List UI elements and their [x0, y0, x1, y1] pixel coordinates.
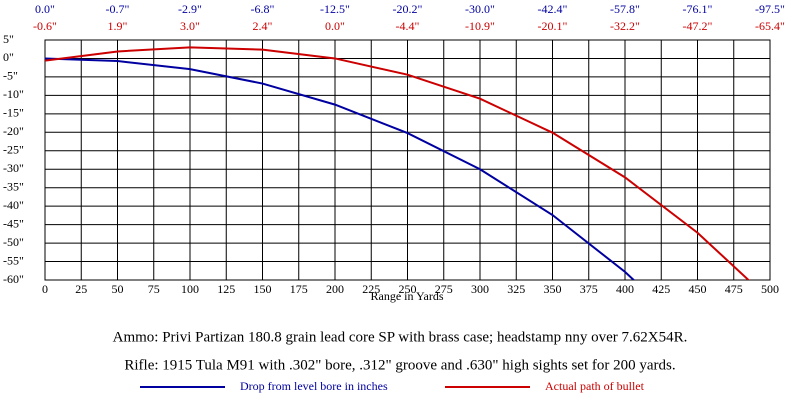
line-series [45, 46, 750, 280]
value-label: -20.1" [538, 19, 568, 33]
y-tick-label: -45" [3, 216, 24, 230]
x-tick-label: 100 [181, 282, 199, 296]
x-tick-label: 150 [254, 282, 272, 296]
x-tick-label: 0 [42, 282, 48, 296]
y-tick-label: -40" [3, 198, 24, 212]
plot-clip [45, 46, 750, 280]
legend-label: Actual path of bullet [545, 379, 645, 393]
x-tick-label: 450 [689, 282, 707, 296]
annotation: Ammo: Privi Partizan 180.8 grain lead co… [113, 329, 688, 345]
value-label: 0.0" [35, 2, 55, 16]
y-tick-label: -25" [3, 143, 24, 157]
value-label: -57.8" [610, 2, 640, 16]
y-tick-label: -55" [3, 253, 24, 267]
x-tick-label: 225 [362, 282, 380, 296]
y-tick-label: -35" [3, 179, 24, 193]
x-tick-label: 275 [435, 282, 453, 296]
y-tick-label: -60" [3, 272, 24, 286]
x-tick-label: 350 [544, 282, 562, 296]
value-label: -47.2" [683, 19, 713, 33]
value-label: 1.9" [108, 19, 128, 33]
value-label: -0.7" [106, 2, 130, 16]
value-label: -76.1" [683, 2, 713, 16]
y-tick-label: -20" [3, 124, 24, 138]
x-tick-label: 175 [290, 282, 308, 296]
value-label: 2.4" [253, 19, 273, 33]
value-label: -32.2" [610, 19, 640, 33]
x-tick-label: 500 [761, 282, 779, 296]
value-label: 0.0" [325, 19, 345, 33]
y-tick-label: 5" [3, 32, 14, 46]
value-label: -20.2" [393, 2, 423, 16]
x-tick-label: 425 [652, 282, 670, 296]
y-tick-label: 0" [3, 50, 14, 64]
legend-label: Drop from level bore in inches [240, 379, 388, 393]
x-tick-label: 400 [616, 282, 634, 296]
y-tick-label: -5" [3, 69, 18, 83]
value-label: -6.8" [251, 2, 275, 16]
x-tick-label: 250 [399, 282, 417, 296]
annotation: Rifle: 1915 Tula M91 with .302" bore, .3… [124, 357, 675, 373]
line-series [45, 57, 636, 280]
x-tick-label: 50 [112, 282, 124, 296]
value-label: -12.5" [320, 2, 350, 16]
value-label: -65.4" [755, 19, 785, 33]
value-label: -4.4" [396, 19, 420, 33]
x-tick-label: 325 [507, 282, 525, 296]
x-tick-label: 375 [580, 282, 598, 296]
y-tick-label: -30" [3, 161, 24, 175]
value-label: -0.6" [33, 19, 57, 33]
value-label: -30.0" [465, 2, 495, 16]
x-tick-label: 125 [217, 282, 235, 296]
y-tick-label: -10" [3, 87, 24, 101]
x-tick-label: 25 [75, 282, 87, 296]
value-label: 3.0" [180, 19, 200, 33]
x-tick-label: 475 [725, 282, 743, 296]
value-label: -97.5" [755, 2, 785, 16]
y-tick-label: -15" [3, 106, 24, 120]
y-tick-label: -50" [3, 235, 24, 249]
value-label: -2.9" [178, 2, 202, 16]
x-axis-label: Range in Yards [370, 289, 443, 303]
value-label: -10.9" [465, 19, 495, 33]
x-tick-label: 75 [148, 282, 160, 296]
value-label: -42.4" [538, 2, 568, 16]
x-tick-label: 200 [326, 282, 344, 296]
x-tick-label: 300 [471, 282, 489, 296]
